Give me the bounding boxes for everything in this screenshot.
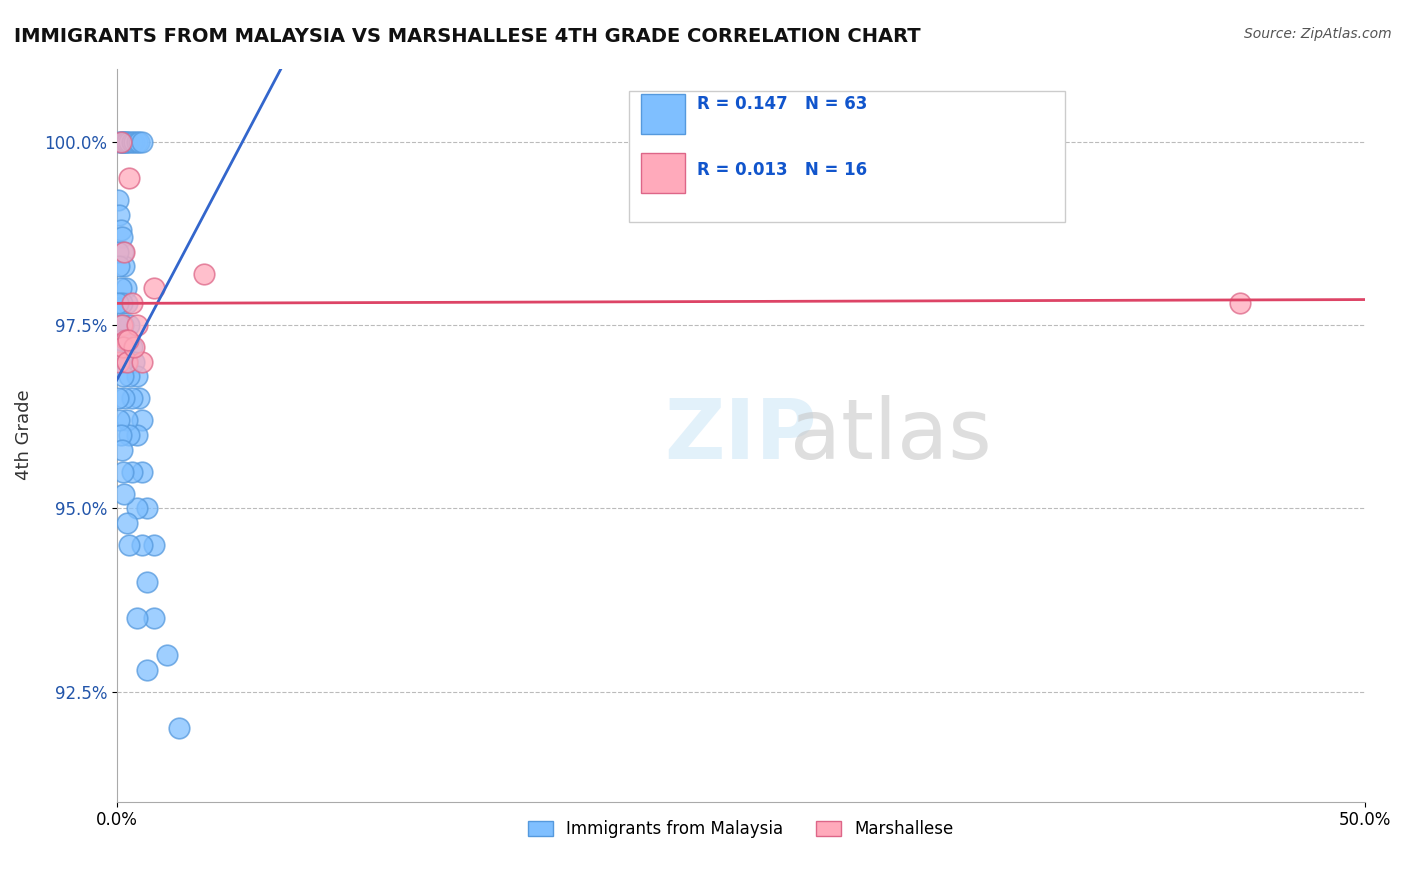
Point (115, 296, 138, 310)
Point (108, 260, 131, 274)
Point (114, 281, 136, 295)
Point (115, 355, 138, 369)
Point (108, 318, 131, 332)
Text: atlas: atlas (790, 394, 991, 475)
Point (131, 538, 153, 552)
Point (131, 465, 153, 479)
Point (112, 260, 135, 274)
Point (112, 244, 135, 259)
Point (112, 369, 135, 384)
Point (125, 428, 148, 442)
Y-axis label: 4th Grade: 4th Grade (15, 390, 32, 481)
Point (128, 135, 150, 149)
Point (135, 501, 157, 516)
Point (107, 296, 129, 310)
Bar (641, 95, 685, 135)
Point (124, 355, 146, 369)
Point (108, 135, 131, 149)
Point (110, 135, 132, 149)
Point (112, 486, 135, 500)
Point (118, 171, 141, 186)
Point (125, 501, 148, 516)
Point (107, 244, 129, 259)
Point (112, 340, 135, 354)
Point (110, 281, 132, 295)
FancyBboxPatch shape (628, 90, 1066, 222)
Point (118, 369, 141, 384)
Point (115, 135, 138, 149)
Point (125, 135, 148, 149)
Text: R = 0.013   N = 16: R = 0.013 N = 16 (697, 161, 868, 178)
Point (112, 135, 135, 149)
Point (135, 574, 157, 589)
Point (112, 465, 135, 479)
Point (115, 516, 138, 530)
Point (121, 340, 143, 354)
Point (121, 465, 143, 479)
Point (131, 355, 153, 369)
Point (108, 355, 131, 369)
Point (143, 281, 166, 295)
Point (118, 428, 141, 442)
Point (107, 392, 129, 406)
Text: IMMIGRANTS FROM MALAYSIA VS MARSHALLESE 4TH GRADE CORRELATION CHART: IMMIGRANTS FROM MALAYSIA VS MARSHALLESE … (14, 27, 921, 45)
Point (111, 296, 134, 310)
Point (131, 413, 153, 427)
Point (114, 333, 136, 347)
Point (124, 340, 146, 354)
Point (112, 340, 135, 354)
Point (118, 318, 141, 332)
Text: ZIP: ZIP (665, 394, 817, 475)
Legend: Immigrants from Malaysia, Marshallese: Immigrants from Malaysia, Marshallese (522, 814, 960, 845)
Point (110, 223, 132, 237)
Point (121, 296, 143, 310)
Point (110, 428, 132, 442)
Point (108, 413, 131, 427)
Bar (641, 153, 685, 194)
Point (124, 135, 146, 149)
Point (125, 369, 148, 384)
Point (118, 538, 141, 552)
Point (112, 135, 135, 149)
Text: R = 0.147   N = 63: R = 0.147 N = 63 (697, 95, 868, 112)
Point (115, 413, 138, 427)
Point (110, 135, 132, 149)
Point (135, 663, 157, 677)
Point (111, 135, 134, 149)
Point (143, 538, 166, 552)
Point (112, 244, 135, 259)
Point (111, 318, 134, 332)
Point (128, 392, 150, 406)
Point (111, 355, 134, 369)
Point (125, 318, 148, 332)
Point (114, 135, 136, 149)
Text: Source: ZipAtlas.com: Source: ZipAtlas.com (1244, 27, 1392, 41)
Point (111, 442, 134, 457)
Point (121, 135, 143, 149)
Point (108, 208, 131, 222)
Point (115, 355, 138, 369)
Point (112, 318, 135, 332)
Point (143, 611, 166, 625)
Point (121, 392, 143, 406)
Point (1229, 296, 1251, 310)
Point (117, 333, 139, 347)
Point (110, 333, 132, 347)
Point (111, 230, 134, 244)
Point (112, 392, 135, 406)
Point (167, 721, 190, 735)
Point (118, 135, 141, 149)
Point (131, 135, 153, 149)
Point (125, 611, 148, 625)
Point (107, 194, 129, 208)
Point (156, 648, 179, 662)
Point (193, 267, 215, 281)
